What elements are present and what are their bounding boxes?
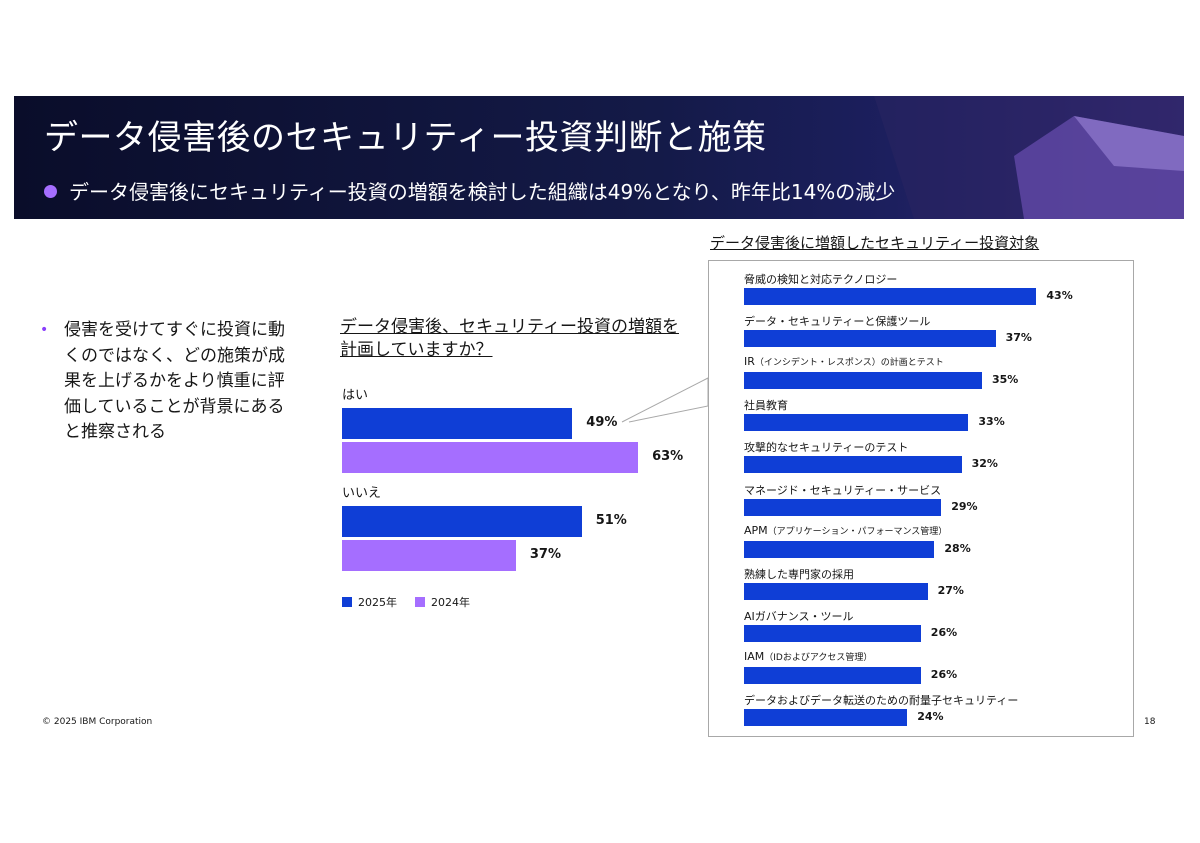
investment-item-main: 脅威の検知と対応テクノロジー	[744, 273, 898, 286]
investment-bar-value: 35%	[992, 373, 1019, 387]
investment-item-label: 攻撃的なセキュリティーのテスト	[744, 439, 908, 455]
page-title: データ侵害後のセキュリティー投資判断と施策	[44, 118, 767, 158]
insight-bullet: • 侵害を受けてすぐに投資に動くのではなく、どの施策が成果を上げるかをより慎重に…	[40, 318, 290, 446]
investment-bar-value: 24%	[917, 710, 944, 723]
investment-bar-value: 32%	[971, 457, 998, 471]
copyright: © 2025 IBM Corporation	[42, 717, 153, 727]
investment-bar-value: 26%	[930, 625, 958, 639]
investment-bar	[744, 624, 921, 642]
investment-item-main: IR	[744, 355, 755, 369]
investment-item-main: 攻撃的なセキュリティーのテスト	[744, 441, 909, 455]
callout-line	[621, 377, 709, 423]
investment-item-label: データ・セキュリティーと保護ツール	[744, 313, 930, 329]
right-chart-title: データ侵害後に増額したセキュリティー投資対象	[710, 234, 1040, 252]
investment-bar	[744, 456, 962, 474]
investment-bar	[744, 540, 935, 558]
investment-item-sub: （インシデント・レスポンス）の計画とテスト	[754, 358, 944, 369]
investment-bar	[744, 666, 921, 684]
investment-item-main: データおよびデータ転送のための耐量子セキュリティー	[744, 694, 1019, 707]
investment-item-main: 熟練した専門家の採用	[744, 567, 854, 581]
investment-item-main: データ・セキュリティーと保護ツール	[744, 315, 931, 329]
investment-bar-value: 33%	[978, 415, 1005, 429]
category-label: いいえ	[342, 486, 382, 501]
investment-item-label: IAM（IDおよびアクセス管理）	[744, 650, 872, 663]
insight-text: 侵害を受けてすぐに投資に動くのではなく、どの施策が成果を上げるかをより慎重に評価…	[64, 320, 285, 442]
page-number: 18	[1144, 717, 1156, 727]
bar-value-label: 37%	[529, 547, 562, 562]
legend-label-2024: 2024年	[431, 596, 470, 609]
investment-bar	[744, 582, 928, 600]
investment-bar	[744, 498, 942, 516]
investment-item-sub: （アプリケーション・パフォーマンス管理）	[767, 526, 948, 537]
category-label: はい	[342, 388, 369, 403]
subtitle: データ侵害後にセキュリティー投資の増額を検討した組織は49%となり、昨年比14%…	[44, 176, 895, 205]
investment-item-label: 社員教育	[744, 397, 788, 413]
investment-item-label: 脅威の検知と対応テクノロジー	[744, 271, 897, 287]
investment-item-main: 社員教育	[744, 399, 788, 413]
investment-bar	[744, 330, 996, 348]
subtitle-text: データ侵害後にセキュリティー投資の増額を検討した組織は49%となり、昨年比14%…	[69, 180, 896, 204]
investment-item-label: 熟練した専門家の採用	[744, 566, 854, 582]
investment-item-main: マネージド・セキュリティー・サービス	[744, 483, 942, 497]
investment-bar-value: 37%	[1005, 331, 1032, 345]
investment-item-main: IAM	[744, 649, 765, 663]
legend-swatch-2024	[415, 597, 425, 607]
bar-2024	[342, 442, 639, 473]
legend-item-2024: 2024年	[415, 594, 470, 610]
legend-label-2025: 2025年	[358, 596, 397, 609]
investment-item-label: IR（インシデント・レスポンス）の計画とテスト	[744, 355, 944, 368]
bar-value-label: 51%	[595, 513, 627, 528]
investment-bar-value: 28%	[944, 541, 971, 555]
investment-item-label: マネージド・セキュリティー・サービス	[744, 482, 941, 498]
header-decoration	[874, 96, 1184, 219]
slide: データ侵害後のセキュリティー投資判断と施策 データ侵害後にセキュリティー投資の増…	[14, 96, 1184, 751]
investment-item-sub: （IDおよびアクセス管理）	[764, 652, 873, 663]
bullet-icon: •	[40, 322, 49, 338]
chart-legend: 2025年 2024年	[342, 594, 488, 610]
bar-2024	[342, 540, 516, 571]
bar-2025	[342, 506, 582, 537]
investment-item-label: APM（アプリケーション・パフォーマンス管理）	[744, 524, 947, 537]
investment-item-main: APM	[744, 523, 768, 537]
right-chart-panel: 脅威の検知と対応テクノロジー 43% データ・セキュリティーと保護ツール 37% IR（…	[708, 260, 1134, 737]
bar-2025	[342, 408, 573, 439]
investment-bar	[744, 709, 908, 726]
legend-item-2025: 2025年	[342, 594, 397, 610]
bullet-dot-icon	[44, 185, 57, 198]
investment-bar-value: 43%	[1046, 289, 1073, 302]
bar-value-label: 63%	[652, 449, 684, 464]
investment-item-label: データおよびデータ転送のための耐量子セキュリティー	[744, 692, 1018, 708]
investment-item-label: AIガバナンス・ツール	[744, 608, 854, 624]
investment-bar	[744, 414, 969, 432]
investment-bar	[744, 288, 1037, 305]
investment-bar-value: 27%	[937, 583, 964, 597]
legend-swatch-2025	[342, 597, 352, 607]
left-chart-title: データ侵害後、セキュリティー投資の増額を計画していますか？	[340, 317, 679, 360]
investment-item-main: AIガバナンス・ツール	[744, 609, 854, 623]
investment-bar	[744, 372, 982, 390]
header-banner: データ侵害後のセキュリティー投資判断と施策 データ侵害後にセキュリティー投資の増…	[14, 96, 1184, 219]
investment-bar-value: 29%	[951, 499, 978, 513]
bar-value-label: 49%	[586, 415, 618, 430]
investment-bar-value: 26%	[930, 667, 958, 681]
